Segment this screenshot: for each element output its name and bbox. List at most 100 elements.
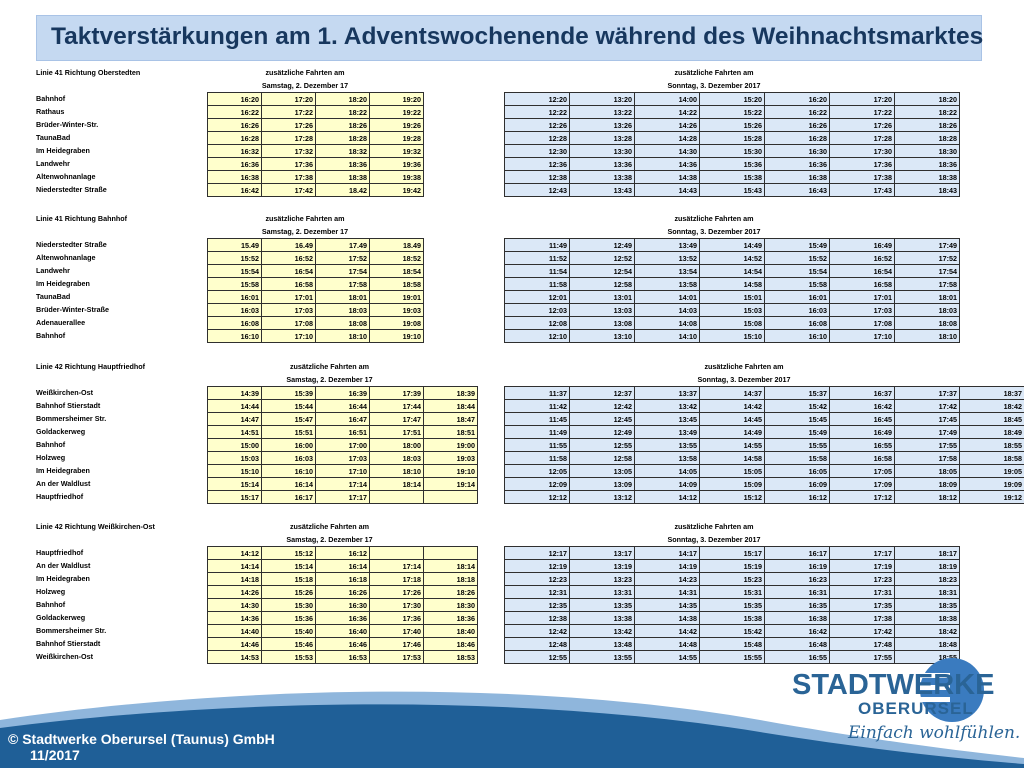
time-cell: 17:01 (261, 290, 316, 304)
time-cell: 17:42 (261, 183, 316, 197)
time-cell: 12:12 (504, 490, 570, 504)
stop-name: Brüder-Winter-Str. (36, 120, 99, 129)
time-cell: 12:05 (504, 464, 570, 478)
time-cell: 14:26 (634, 118, 700, 132)
time-cell: 12:03 (504, 303, 570, 317)
table-row: 12:22 13:22 14:22 15:22 16:22 17:22 18:22 (504, 105, 960, 119)
time-cell: 12:19 (504, 559, 570, 573)
stop-name: Hauptfriedhof (36, 492, 84, 501)
time-cell: 11:49 (504, 238, 570, 252)
stop-name: Bahnhof Stierstadt (36, 639, 101, 648)
time-cell: 16:01 (207, 290, 262, 304)
time-cell: 13:48 (569, 637, 635, 651)
time-cell: 16:01 (764, 290, 830, 304)
time-cell: 14:42 (634, 624, 700, 638)
time-cell: 18:47 (423, 412, 478, 426)
sat-date: Samstag, 2. Dezember 17 (286, 535, 373, 544)
table-row: 12:30 13:30 14:30 15:30 16:30 17:30 18:30 (504, 144, 960, 158)
sun-date: Sonntag, 3. Dezember 2017 (667, 227, 761, 236)
time-cell: 17:03 (829, 303, 895, 317)
time-cell: 14:53 (207, 650, 262, 664)
time-cell: 19:36 (369, 157, 424, 171)
time-cell: 17:19 (829, 559, 895, 573)
table-row: 16:01 17:01 18:01 19:01 (207, 290, 424, 304)
time-cell: 15:55 (699, 650, 765, 664)
table-row: 16:38 17:38 18:38 19:38 (207, 170, 424, 184)
time-cell: 17:47 (369, 412, 424, 426)
time-cell: 16:12 (764, 490, 830, 504)
time-cell: 12:01 (504, 290, 570, 304)
time-cell: 14:30 (634, 144, 700, 158)
time-cell: 18:03 (369, 451, 424, 465)
time-cell: 13:30 (569, 144, 635, 158)
time-cell: 12:28 (504, 131, 570, 145)
time-cell: 17:38 (829, 611, 895, 625)
time-cell: 16:18 (315, 572, 370, 586)
time-cell: 17:58 (894, 451, 960, 465)
time-cell: 15:31 (699, 585, 765, 599)
time-cell: 17:10 (829, 329, 895, 343)
time-cell: 18:10 (369, 464, 424, 478)
time-cell: 19:22 (369, 105, 424, 119)
time-cell: 14:26 (207, 585, 262, 599)
time-cell: 16:55 (829, 438, 895, 452)
time-cell: 14:12 (207, 546, 262, 560)
time-cell: 13:42 (634, 399, 700, 413)
time-cell: 16:08 (207, 316, 262, 330)
time-cell: 14:58 (699, 451, 765, 465)
time-cell: 17:54 (894, 264, 960, 278)
time-cell: 15:18 (261, 572, 316, 586)
time-cell: 18:01 (894, 290, 960, 304)
time-cell: 16:54 (829, 264, 895, 278)
time-cell: 11:58 (504, 451, 570, 465)
time-cell: 18:43 (894, 183, 960, 197)
time-cell: 17:20 (261, 92, 316, 106)
time-cell: 16:23 (764, 572, 830, 586)
table-row: 12:48 13:48 14:48 15:48 16:48 17:48 18:48 (504, 637, 960, 651)
time-cell: 17:46 (369, 637, 424, 651)
time-cell: 18:54 (369, 264, 424, 278)
time-cell: 15:38 (699, 170, 765, 184)
sat-label: zusätzliche Fahrten am (265, 68, 345, 77)
time-cell: 13:36 (569, 157, 635, 171)
time-cell: 19:14 (423, 477, 478, 491)
time-cell: 17:01 (829, 290, 895, 304)
table-row: 12:20 13:20 14:00 15:20 16:20 17:20 18:20 (504, 92, 960, 106)
time-cell: 18:01 (315, 290, 370, 304)
stop-name: Landwehr (36, 266, 70, 275)
time-cell: 17:52 (315, 251, 370, 265)
table-row: 12:36 13:36 14:36 15:36 16:36 17:36 18:36 (504, 157, 960, 171)
time-cell: 14:40 (207, 624, 262, 638)
time-cell: 15:49 (764, 238, 830, 252)
time-cell: 15:52 (764, 251, 830, 265)
time-cell: 16:47 (315, 412, 370, 426)
time-cell: 18:30 (423, 598, 478, 612)
time-cell: 14:46 (207, 637, 262, 651)
stop-name: Im Heidegraben (36, 574, 90, 583)
table-row: 14:53 15:53 16:53 17:53 18:53 (207, 650, 478, 664)
time-cell: 14:14 (207, 559, 262, 573)
table-row: 12:42 13:42 14:42 15:42 16:42 17:42 18:42 (504, 624, 960, 638)
time-cell: 17:52 (894, 251, 960, 265)
time-cell: 17:38 (829, 170, 895, 184)
time-cell: 19:10 (423, 464, 478, 478)
time-cell: 15:03 (699, 303, 765, 317)
time-cell: 18:10 (315, 329, 370, 343)
time-cell: 16:26 (207, 118, 262, 132)
time-cell: 18:38 (894, 170, 960, 184)
time-cell: 16:45 (829, 412, 895, 426)
time-cell: 11:45 (504, 412, 570, 426)
timetable-section: Linie 42 Richtung Weißkirchen-Ost zusätz… (36, 521, 971, 664)
time-cell: 18:40 (423, 624, 478, 638)
time-cell: 12:26 (504, 118, 570, 132)
table-row: 15:58 16:58 17:58 18:58 (207, 277, 424, 291)
time-cell: 17:26 (261, 118, 316, 132)
time-cell: 17:28 (829, 131, 895, 145)
sat-label: zusätzliche Fahrten am (265, 214, 345, 223)
time-cell: 14:22 (634, 105, 700, 119)
time-cell: 19:26 (369, 118, 424, 132)
time-cell: 15:47 (261, 412, 316, 426)
time-cell: 14:00 (634, 92, 700, 106)
time-cell: 16:26 (315, 585, 370, 599)
time-cell: 11:58 (504, 277, 570, 291)
